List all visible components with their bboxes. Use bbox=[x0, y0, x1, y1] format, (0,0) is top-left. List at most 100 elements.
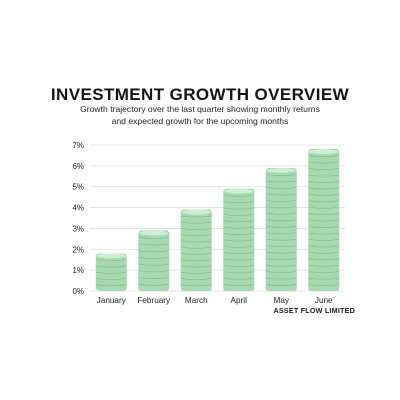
coin-edge bbox=[308, 245, 339, 248]
coin-edge bbox=[308, 277, 339, 280]
bar-body bbox=[180, 209, 212, 291]
coin-top bbox=[266, 168, 296, 173]
coin-top bbox=[181, 209, 211, 215]
bar-may bbox=[265, 167, 297, 291]
bar-march bbox=[180, 209, 212, 291]
coin-edge bbox=[96, 284, 127, 287]
coin-edge bbox=[138, 263, 169, 266]
coin-edge bbox=[223, 252, 254, 255]
coin-edge bbox=[308, 155, 339, 158]
coin-edge bbox=[308, 226, 339, 228]
coin-edge bbox=[138, 270, 169, 273]
coin-edge bbox=[308, 193, 339, 196]
bar-february bbox=[138, 230, 170, 291]
coin-edge bbox=[223, 284, 254, 287]
coin-edge bbox=[223, 201, 254, 204]
coin-edge bbox=[223, 214, 254, 216]
coin-edge bbox=[181, 246, 212, 249]
x-tick-label: January bbox=[97, 296, 127, 305]
coin-edge bbox=[181, 240, 212, 243]
coin-edge bbox=[266, 258, 297, 261]
coin-edge bbox=[266, 277, 297, 280]
subtitle-line-1: Growth trajectory over the last quarter … bbox=[80, 104, 320, 114]
coin-edge bbox=[266, 193, 297, 196]
y-tick-label: 4% bbox=[72, 204, 84, 213]
y-tick-label: 1% bbox=[72, 266, 84, 275]
coin-edge bbox=[266, 251, 297, 254]
coin-edge bbox=[138, 236, 169, 239]
coin-edge bbox=[308, 187, 339, 190]
coin-edge bbox=[181, 265, 212, 268]
bar-january bbox=[95, 253, 127, 291]
coin-edge bbox=[308, 168, 339, 170]
chart-subtitle: Growth trajectory over the last quarter … bbox=[60, 103, 340, 127]
coin-edge bbox=[138, 257, 169, 259]
coin-edge bbox=[138, 250, 169, 253]
coin-edge bbox=[181, 221, 212, 224]
coin-edge bbox=[308, 200, 339, 203]
coin-edge bbox=[266, 271, 297, 274]
coin-edge bbox=[266, 238, 297, 241]
coin-edge bbox=[308, 213, 339, 216]
x-tick-label: March bbox=[185, 296, 208, 305]
coin-top bbox=[139, 230, 169, 236]
coin-top bbox=[309, 149, 339, 155]
coin-edge bbox=[138, 277, 169, 280]
coin-edge bbox=[181, 284, 212, 287]
subtitle-line-2: and expected growth for the upcoming mon… bbox=[111, 116, 289, 126]
coin-edge bbox=[181, 278, 212, 280]
y-tick-label: 2% bbox=[72, 245, 84, 254]
coin-edge bbox=[266, 206, 297, 209]
x-tick-label: April bbox=[231, 296, 248, 305]
coin-edge bbox=[308, 181, 339, 183]
coin-edge bbox=[308, 219, 339, 222]
coin-edge bbox=[266, 225, 297, 228]
coin-edge bbox=[138, 283, 169, 286]
coin-edge bbox=[308, 206, 339, 209]
coin-edge bbox=[96, 278, 127, 280]
coin-edge bbox=[223, 207, 254, 210]
coin-edge bbox=[96, 271, 127, 274]
coin-edge bbox=[181, 228, 212, 230]
coin-edge bbox=[223, 239, 254, 242]
coin-edge bbox=[308, 174, 339, 177]
coin-edge bbox=[308, 258, 339, 261]
coin-edge bbox=[181, 271, 212, 274]
y-tick-label: 0% bbox=[72, 287, 84, 296]
coin-edge bbox=[308, 161, 339, 164]
y-tick-label: 7% bbox=[72, 141, 84, 150]
brand-label: ASSET FLOW LIMITED bbox=[273, 306, 355, 315]
coin-edge bbox=[223, 245, 254, 248]
coin-edge bbox=[223, 220, 254, 223]
coin-edge bbox=[223, 258, 254, 261]
bar-body bbox=[223, 188, 255, 291]
x-tick-label: February bbox=[137, 296, 171, 305]
coin-top bbox=[96, 253, 126, 259]
coin-edge bbox=[223, 226, 254, 229]
coin-edge bbox=[223, 194, 254, 197]
coin-edge bbox=[138, 243, 169, 246]
coin-edge bbox=[266, 187, 297, 189]
coin-edge bbox=[266, 284, 297, 286]
y-tick-label: 5% bbox=[72, 183, 84, 192]
bar-body bbox=[95, 253, 127, 291]
coin-edge bbox=[181, 215, 212, 218]
coin-edge bbox=[223, 265, 254, 267]
coin-edge bbox=[266, 264, 297, 267]
coin-top bbox=[224, 188, 254, 194]
coin-edge bbox=[308, 271, 339, 274]
bar-april bbox=[223, 188, 255, 291]
y-tick-label: 6% bbox=[72, 162, 84, 171]
coin-edge bbox=[308, 284, 339, 287]
coin-edge bbox=[223, 271, 254, 274]
coin-edge bbox=[308, 239, 339, 241]
bar-body bbox=[138, 230, 170, 291]
bar-june bbox=[308, 149, 340, 291]
coin-edge bbox=[181, 234, 212, 237]
coin-edge bbox=[181, 253, 212, 255]
coin-edge bbox=[96, 259, 127, 262]
x-tick-label: June bbox=[315, 296, 333, 305]
coin-edge bbox=[308, 264, 339, 267]
coin-edge bbox=[308, 251, 339, 254]
